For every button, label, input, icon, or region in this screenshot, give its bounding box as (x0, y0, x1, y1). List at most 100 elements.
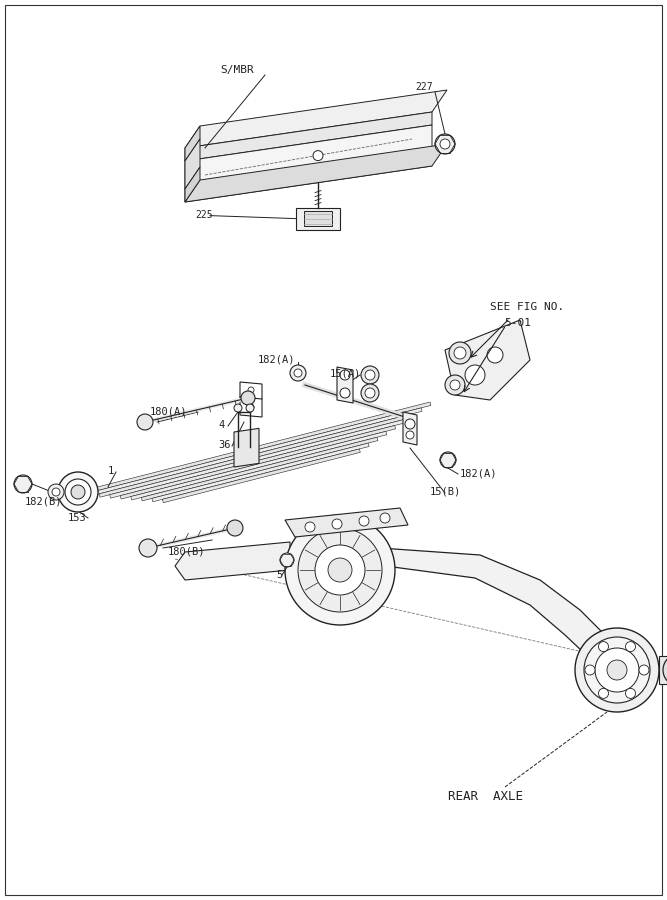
Polygon shape (141, 437, 378, 501)
Text: SEE FIG NO.: SEE FIG NO. (490, 302, 564, 312)
Circle shape (14, 475, 32, 493)
Polygon shape (185, 125, 432, 189)
Polygon shape (89, 408, 422, 496)
Circle shape (241, 391, 255, 405)
Polygon shape (240, 382, 262, 417)
Polygon shape (285, 508, 408, 537)
Circle shape (248, 387, 254, 393)
Circle shape (626, 642, 636, 652)
Circle shape (305, 522, 315, 532)
Polygon shape (99, 414, 414, 497)
Text: S/MBR: S/MBR (220, 65, 253, 75)
Polygon shape (185, 167, 200, 202)
Polygon shape (185, 90, 447, 148)
Polygon shape (337, 367, 353, 403)
Circle shape (290, 365, 306, 381)
Circle shape (639, 665, 649, 675)
Polygon shape (234, 428, 259, 467)
Circle shape (313, 150, 323, 160)
Circle shape (405, 419, 415, 429)
Polygon shape (185, 126, 200, 161)
Circle shape (246, 404, 254, 412)
Text: 15(A): 15(A) (330, 368, 362, 378)
Circle shape (450, 380, 460, 390)
Circle shape (227, 520, 243, 536)
Circle shape (365, 388, 375, 398)
Circle shape (626, 688, 636, 698)
Text: 180(B): 180(B) (168, 546, 205, 556)
Polygon shape (109, 419, 404, 498)
Polygon shape (120, 426, 396, 499)
Polygon shape (163, 449, 360, 503)
Circle shape (332, 519, 342, 529)
Circle shape (406, 431, 414, 439)
Text: 182(A): 182(A) (460, 468, 498, 478)
Circle shape (598, 642, 608, 652)
Circle shape (52, 488, 60, 496)
Text: 182(B): 182(B) (25, 496, 63, 506)
Circle shape (380, 513, 390, 523)
Circle shape (71, 485, 85, 499)
Circle shape (315, 545, 365, 595)
Polygon shape (175, 542, 290, 580)
Circle shape (234, 404, 242, 412)
Polygon shape (185, 153, 432, 202)
Circle shape (465, 365, 485, 385)
Polygon shape (131, 431, 387, 500)
Circle shape (365, 370, 375, 380)
Circle shape (65, 479, 91, 505)
Circle shape (607, 660, 627, 680)
Circle shape (435, 134, 455, 154)
Circle shape (137, 414, 153, 430)
Polygon shape (378, 548, 620, 672)
Text: 153: 153 (68, 513, 87, 523)
Circle shape (328, 558, 352, 582)
Circle shape (361, 384, 379, 402)
Polygon shape (152, 443, 369, 502)
Polygon shape (185, 139, 200, 189)
Circle shape (585, 665, 595, 675)
Circle shape (487, 347, 503, 363)
Polygon shape (78, 402, 431, 495)
Circle shape (663, 654, 667, 686)
Text: 225: 225 (195, 210, 213, 220)
Polygon shape (296, 208, 340, 230)
Circle shape (280, 553, 294, 567)
Polygon shape (304, 211, 332, 226)
Circle shape (584, 637, 650, 703)
Circle shape (454, 347, 466, 359)
Circle shape (440, 452, 456, 468)
Text: 4: 4 (218, 420, 224, 430)
Circle shape (598, 688, 608, 698)
Text: REAR  AXLE: REAR AXLE (448, 790, 523, 803)
Circle shape (575, 628, 659, 712)
Polygon shape (659, 656, 667, 684)
Circle shape (595, 648, 639, 692)
Text: 5: 5 (276, 570, 282, 580)
Circle shape (285, 515, 395, 625)
Circle shape (340, 370, 350, 380)
Circle shape (248, 404, 254, 410)
Text: 182(A): 182(A) (258, 355, 295, 365)
Circle shape (440, 139, 450, 149)
Circle shape (449, 342, 471, 364)
Text: 5-01: 5-01 (504, 318, 531, 328)
Polygon shape (185, 112, 432, 161)
Circle shape (445, 375, 465, 395)
Text: 15(B): 15(B) (430, 487, 462, 497)
Text: 1: 1 (108, 466, 114, 476)
Circle shape (298, 528, 382, 612)
Circle shape (340, 388, 350, 398)
Circle shape (58, 472, 98, 512)
Circle shape (294, 369, 302, 377)
Circle shape (139, 539, 157, 557)
Text: 227: 227 (415, 82, 433, 92)
Polygon shape (185, 144, 447, 202)
Polygon shape (445, 320, 530, 400)
Circle shape (359, 516, 369, 526)
Circle shape (48, 484, 64, 500)
Polygon shape (403, 412, 417, 445)
Text: 180(A): 180(A) (150, 406, 187, 416)
Circle shape (361, 366, 379, 384)
Text: 36: 36 (218, 440, 231, 450)
